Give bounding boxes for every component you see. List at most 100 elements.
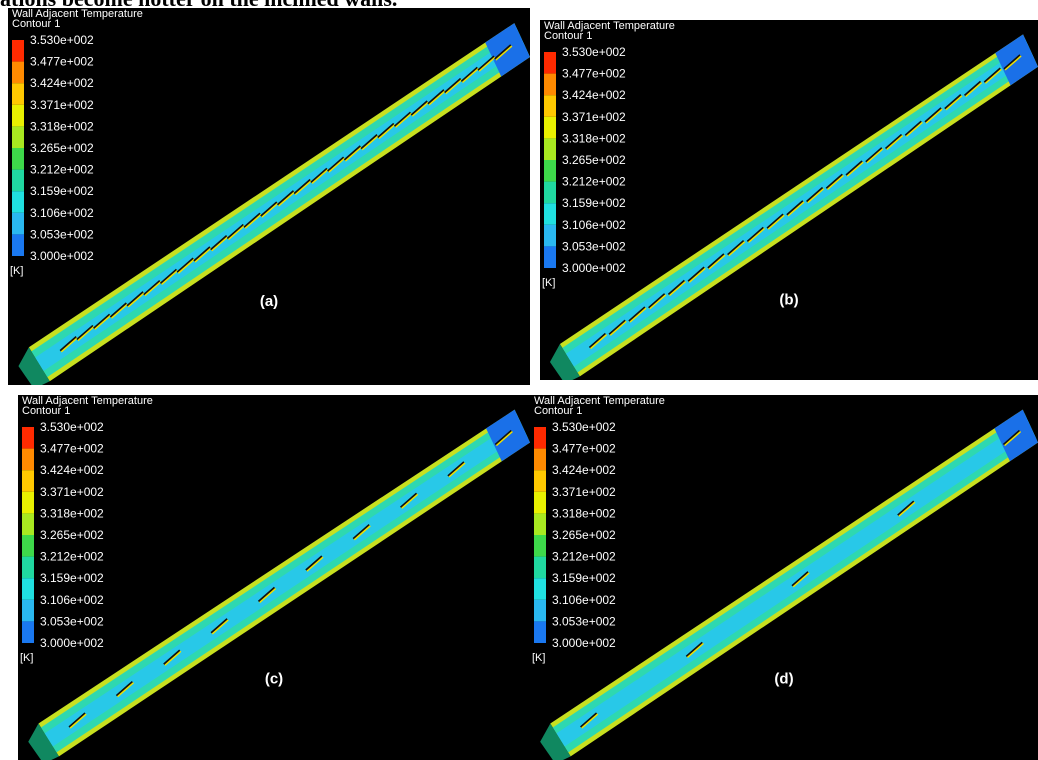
legend-swatch: [12, 191, 24, 213]
legend-swatch: [22, 556, 34, 579]
legend-swatch: [534, 599, 546, 622]
legend-label: 3.318e+002: [552, 506, 616, 520]
channel-inlet: [549, 344, 580, 380]
panel-label: (d): [774, 670, 793, 687]
legend-label: 3.530e+002: [552, 420, 616, 434]
fin-edge: [60, 337, 78, 353]
legend-label: 3.318e+002: [30, 119, 94, 133]
fin: [628, 306, 646, 322]
legend-label: 3.530e+002: [30, 33, 94, 47]
caption: ations become hotter on the inclined wal…: [0, 0, 397, 12]
legend-label: 3.000e+002: [40, 636, 104, 650]
fin-edge: [686, 642, 704, 659]
fin-edge: [668, 280, 686, 297]
fin: [59, 336, 77, 352]
fin-edge: [395, 112, 413, 128]
legend-swatch: [22, 513, 34, 535]
fin-edge: [211, 619, 229, 635]
fin-edge: [866, 148, 884, 164]
legend-swatch: [22, 448, 34, 471]
legend-title: Wall Adjacent Temperature: [12, 8, 143, 20]
fin: [159, 268, 178, 285]
fin: [293, 178, 311, 195]
fin-edge: [127, 292, 145, 308]
fin: [588, 332, 607, 349]
fin-edge: [747, 227, 765, 244]
fin-edge: [925, 108, 943, 124]
legend-label: 3.212e+002: [40, 550, 104, 564]
fin-edge: [965, 81, 983, 98]
fin-edge: [306, 556, 324, 572]
fin: [685, 641, 704, 658]
legend-swatch: [544, 181, 556, 204]
fin-edge: [767, 214, 785, 230]
fin-edge: [478, 56, 496, 72]
fin-edge: [378, 124, 396, 140]
legend-unit: [K]: [532, 652, 545, 664]
legend-swatch: [534, 513, 546, 535]
channel-inlet: [540, 723, 571, 760]
legend-swatch: [22, 470, 34, 492]
legend-label: 3.053e+002: [40, 614, 104, 628]
legend-swatch: [534, 621, 546, 643]
fin-edge: [177, 258, 195, 274]
legend-swatch: [534, 448, 546, 471]
fin-edge: [886, 135, 904, 151]
fin-edge: [144, 281, 162, 297]
legend-label: 3.106e+002: [552, 593, 616, 607]
legend-swatch: [534, 535, 546, 557]
fin: [924, 107, 942, 123]
fin-edge: [278, 191, 296, 207]
fin-edge: [294, 180, 312, 196]
fin: [109, 302, 128, 318]
fin-edge: [826, 174, 844, 190]
fin: [687, 266, 705, 283]
fin: [806, 186, 824, 203]
legend-label: 3.106e+002: [40, 593, 104, 607]
fin-edge: [1004, 55, 1022, 71]
fin: [343, 145, 362, 161]
legend-title: Wall Adjacent Temperature: [544, 20, 675, 32]
legend-label: 3.265e+002: [30, 141, 94, 155]
legend-label: 3.477e+002: [30, 55, 94, 69]
legend-label: 3.424e+002: [40, 463, 104, 477]
legend-label: 3.371e+002: [30, 98, 94, 112]
legend-label: 3.265e+002: [562, 153, 626, 167]
fin: [865, 147, 883, 163]
fin: [352, 523, 370, 540]
legend-swatch: [12, 40, 24, 62]
fin: [176, 257, 194, 274]
fin-edge: [311, 168, 329, 185]
fin: [1002, 429, 1021, 446]
fin: [447, 461, 465, 477]
fin-edge: [688, 267, 706, 283]
legend-swatch: [12, 104, 24, 127]
legend-swatch: [534, 556, 546, 579]
legend-title: Wall Adjacent Temperature: [22, 395, 153, 407]
fin-edge: [984, 68, 1002, 84]
fin: [210, 235, 228, 251]
fin-edge: [94, 314, 112, 330]
legend-swatch: [22, 491, 34, 514]
fin: [494, 429, 513, 446]
fin: [825, 173, 844, 190]
fin: [93, 313, 111, 330]
fin: [126, 291, 144, 307]
legend-swatch: [544, 52, 556, 74]
fin-edge: [244, 213, 262, 229]
legend-swatch: [22, 535, 34, 557]
fin: [360, 134, 378, 150]
fin: [648, 293, 666, 309]
fin-edge: [629, 307, 647, 323]
legend-swatch: [22, 427, 34, 449]
fin: [904, 120, 923, 137]
legend-swatch: [544, 116, 556, 139]
legend-title: Wall Adjacent Temperature: [534, 395, 665, 407]
legend-swatch: [22, 578, 34, 600]
legend-swatch: [544, 138, 556, 160]
legend-swatch: [544, 203, 556, 225]
fin: [115, 680, 134, 697]
fin: [477, 55, 495, 71]
